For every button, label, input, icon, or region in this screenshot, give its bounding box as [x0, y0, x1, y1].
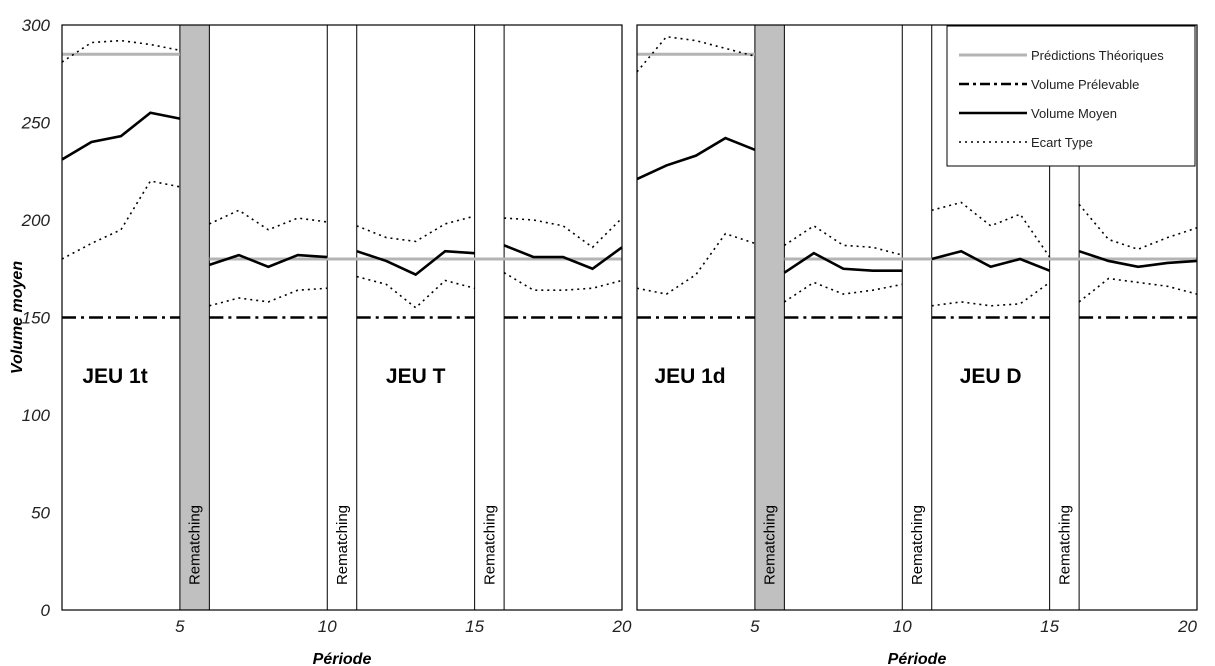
sd-line	[783, 281, 903, 303]
mean-line	[208, 253, 328, 269]
y-tick-label: 50	[31, 504, 50, 523]
y-tick-label: 200	[21, 211, 51, 230]
sd-line	[209, 287, 328, 307]
sd-line	[61, 39, 181, 63]
x-tick-label: 15	[1040, 617, 1059, 636]
sd-line	[356, 275, 475, 309]
panel-1: Rematching Rematching Rematching JEU 1t JEU …	[61, 24, 632, 666]
y-tick-label: 0	[41, 601, 51, 620]
mean-line	[503, 244, 623, 271]
legend-label-pred: Prédictions Théoriques	[1031, 48, 1164, 63]
rematching-label: Rematching	[762, 505, 779, 585]
rematching-band	[179, 24, 210, 611]
rematching-label: Rematching	[187, 505, 204, 585]
plot-frame	[636, 24, 1198, 611]
legend: Prédictions Théoriques Volume Prélevable V…	[946, 25, 1196, 167]
plot-frame	[61, 24, 623, 611]
y-tick-label: 300	[22, 16, 51, 35]
x-tick-label: 10	[893, 617, 912, 636]
legend-label-prel: Volume Prélevable	[1031, 77, 1139, 92]
x-tick-label: 15	[465, 617, 484, 636]
mean-line	[783, 251, 903, 274]
mean-line	[636, 136, 756, 181]
mean-line	[931, 249, 1051, 272]
mean-line	[61, 111, 181, 161]
sd-line	[636, 35, 756, 73]
game-label: JEU 1t	[82, 365, 147, 388]
sd-line	[1078, 203, 1198, 251]
rematching-label: Rematching	[334, 505, 351, 585]
sd-line	[636, 232, 756, 295]
mean-line	[1078, 249, 1198, 269]
y-tick-label: 150	[22, 309, 51, 328]
x-axis-title: Période	[888, 651, 947, 666]
x-tick-label: 20	[1177, 617, 1197, 636]
sd-line	[931, 281, 1051, 307]
sd-line	[783, 224, 903, 256]
x-tick-label: 5	[175, 617, 185, 636]
mean-line	[356, 249, 475, 277]
x-tick-label: 10	[318, 617, 337, 636]
legend-box	[946, 25, 1196, 167]
sd-line	[1078, 277, 1198, 303]
sd-line	[503, 271, 623, 292]
x-tick-label: 20	[612, 617, 632, 636]
x-tick-label: 5	[750, 617, 760, 636]
game-label: JEU D	[960, 365, 1022, 388]
x-axis-title: Période	[313, 651, 372, 666]
rematching-label: Rematching	[1056, 505, 1073, 585]
rematching-label: Rematching	[481, 505, 498, 585]
y-tick-label: 250	[21, 114, 51, 133]
sd-line	[209, 209, 328, 231]
sd-line	[504, 217, 623, 249]
sd-line	[931, 201, 1051, 258]
game-label: JEU T	[386, 365, 446, 388]
legend-label-mean: Volume Moyen	[1031, 106, 1117, 121]
rematching-label: Rematching	[909, 505, 926, 585]
sd-line	[61, 180, 181, 260]
game-label: JEU 1d	[654, 365, 725, 388]
y-axis-title: Volume moyen	[9, 261, 26, 374]
y-tick-label: 100	[22, 406, 51, 425]
legend-label-sd: Ecart Type	[1031, 135, 1093, 150]
sd-line	[356, 215, 475, 243]
